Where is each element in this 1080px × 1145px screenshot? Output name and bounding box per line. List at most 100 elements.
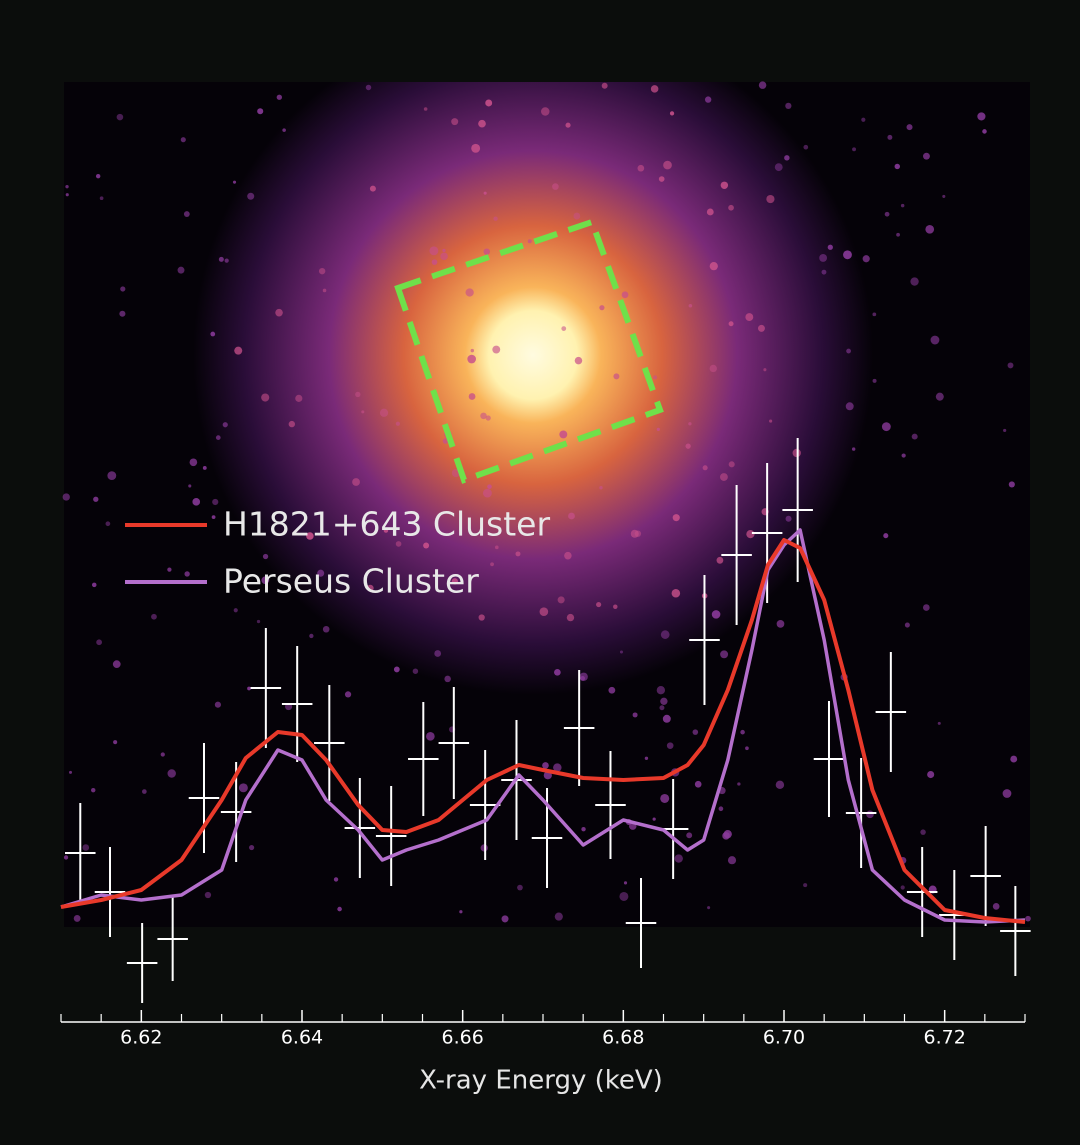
speckle (568, 512, 575, 520)
speckle (554, 912, 563, 921)
speckle (96, 639, 102, 646)
speckle (288, 420, 296, 428)
speckle (527, 239, 532, 244)
speckle (728, 321, 734, 327)
speckle (565, 122, 571, 128)
speckle (608, 686, 616, 694)
legend-label: H1821+643 Cluster (223, 505, 550, 544)
speckle (142, 789, 147, 794)
speckle (656, 686, 666, 695)
speckle (821, 269, 827, 275)
speckle (574, 356, 583, 365)
speckle (478, 119, 486, 128)
speckle (493, 216, 498, 221)
speckle (393, 666, 400, 673)
speckle (91, 787, 96, 793)
speckle (935, 392, 944, 401)
speckle (702, 465, 708, 471)
speckle (660, 793, 670, 803)
x-axis-label: X-ray Energy (keV) (419, 1066, 663, 1096)
speckle (758, 81, 767, 89)
speckle (483, 248, 491, 255)
speckle (470, 348, 475, 353)
speckle (894, 163, 900, 170)
speckle (656, 427, 660, 432)
speckle (746, 530, 755, 539)
speckle (434, 650, 442, 657)
speckle (295, 394, 303, 402)
speckle (256, 619, 261, 624)
speckle (82, 844, 90, 851)
speckle (113, 740, 118, 745)
speckle (192, 498, 201, 506)
speckle (851, 447, 856, 451)
speckle (613, 604, 618, 609)
speckle (65, 193, 69, 197)
speckle (911, 433, 918, 440)
speckle (621, 291, 629, 299)
speckle (184, 571, 190, 577)
speckle (896, 232, 900, 237)
speckle (233, 608, 238, 613)
speckle (309, 633, 314, 639)
speckle (887, 134, 893, 140)
speckle (492, 345, 501, 354)
speckle (977, 112, 986, 121)
speckle (674, 854, 683, 863)
speckle (1002, 789, 1012, 798)
speckle (866, 810, 874, 819)
speckle (151, 613, 157, 620)
speckle (423, 107, 428, 111)
speckle (120, 286, 126, 292)
speckle (361, 410, 365, 414)
speckle (827, 244, 833, 250)
speckle (105, 521, 111, 527)
speckle (93, 496, 99, 502)
speckle (62, 493, 70, 501)
speckle (183, 211, 190, 217)
speckle (69, 770, 73, 774)
speckle (599, 305, 605, 311)
speckle (490, 562, 494, 567)
speckle (843, 250, 852, 260)
speckle (352, 478, 360, 486)
speckle (709, 364, 717, 373)
speckle (238, 783, 248, 793)
speckle (927, 770, 935, 779)
speckle (660, 697, 668, 705)
speckle (728, 461, 735, 468)
speckle (1025, 915, 1031, 922)
speckle (468, 393, 476, 400)
speckle (487, 484, 492, 489)
speckle (637, 164, 645, 172)
speckle (707, 906, 711, 910)
speckle (211, 515, 216, 520)
speckle (91, 582, 97, 588)
speckle (214, 701, 221, 708)
speckle (659, 705, 665, 711)
speckle (276, 94, 282, 100)
speckle (653, 375, 658, 380)
speckle (669, 111, 675, 116)
speckle (766, 194, 775, 204)
speckle (306, 532, 314, 540)
speckle (650, 85, 659, 93)
speckle (1008, 481, 1015, 488)
speckle (573, 212, 581, 220)
speckle (769, 419, 773, 423)
speckle (662, 714, 671, 723)
speckle (204, 891, 212, 899)
speckle (803, 883, 808, 888)
series-line (60, 538, 1026, 924)
speckle (852, 147, 857, 152)
speckle (727, 856, 737, 865)
speckle (515, 551, 521, 557)
speckle (619, 650, 623, 654)
speckle (451, 578, 459, 585)
speckle (73, 914, 81, 922)
speckle (451, 118, 459, 126)
speckle (167, 769, 176, 778)
x-tick-label: 6.66 (442, 1027, 484, 1049)
speckle (210, 331, 216, 337)
